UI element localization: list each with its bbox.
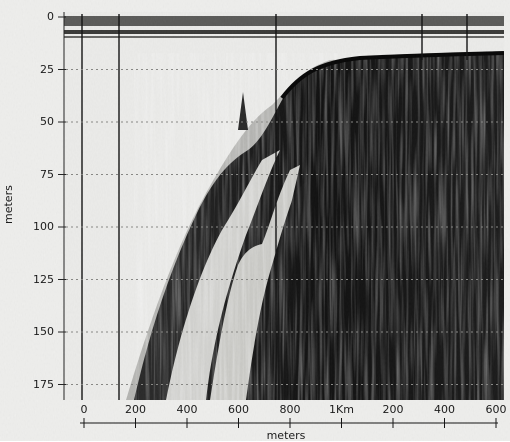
x-tick-label: 400 bbox=[434, 403, 455, 416]
x-tick-label: 200 bbox=[382, 403, 404, 416]
x-tick-label: 200 bbox=[125, 403, 146, 416]
x-tick-label: 1Km bbox=[329, 403, 354, 416]
y-tick-label: 25 bbox=[40, 62, 54, 76]
x-tick-label: 600 bbox=[228, 403, 249, 416]
y-tick-label: 175 bbox=[33, 377, 54, 391]
y-tick-label: 125 bbox=[33, 272, 54, 286]
y-tick-label: 0 bbox=[47, 10, 54, 23]
y-tick-label: 50 bbox=[40, 115, 54, 128]
x-tick-label: 800 bbox=[279, 403, 301, 416]
x-tick-label: 400 bbox=[176, 403, 198, 416]
x-tick-label: 0 bbox=[80, 403, 88, 416]
x-axis-label: meters bbox=[266, 429, 306, 442]
y-axis-label: meters bbox=[2, 185, 15, 224]
y-tick-label: 100 bbox=[33, 220, 54, 233]
x-tick-label: 600 bbox=[485, 403, 507, 416]
y-tick-label: 150 bbox=[33, 325, 54, 338]
y-tick-label: 75 bbox=[40, 167, 54, 181]
